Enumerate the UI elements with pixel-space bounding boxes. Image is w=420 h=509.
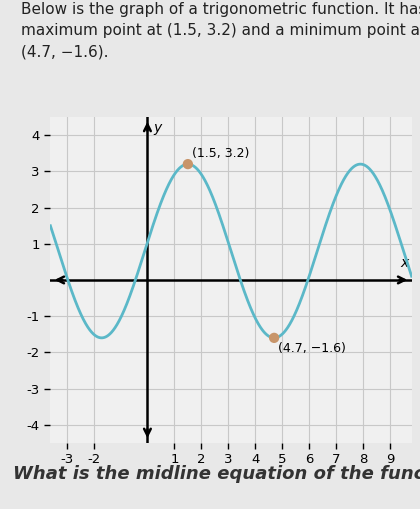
Text: Below is the graph of a trigonometric function. It has a
maximum point at (1.5, : Below is the graph of a trigonometric fu… [21, 2, 420, 59]
Text: What is the midline equation of the function?: What is the midline equation of the func… [13, 465, 420, 483]
Text: x: x [401, 256, 409, 270]
Text: y: y [153, 121, 162, 135]
Point [271, 334, 278, 342]
Text: (4.7, −1.6): (4.7, −1.6) [278, 342, 346, 355]
Text: (1.5, 3.2): (1.5, 3.2) [192, 147, 249, 160]
Point [184, 160, 191, 168]
